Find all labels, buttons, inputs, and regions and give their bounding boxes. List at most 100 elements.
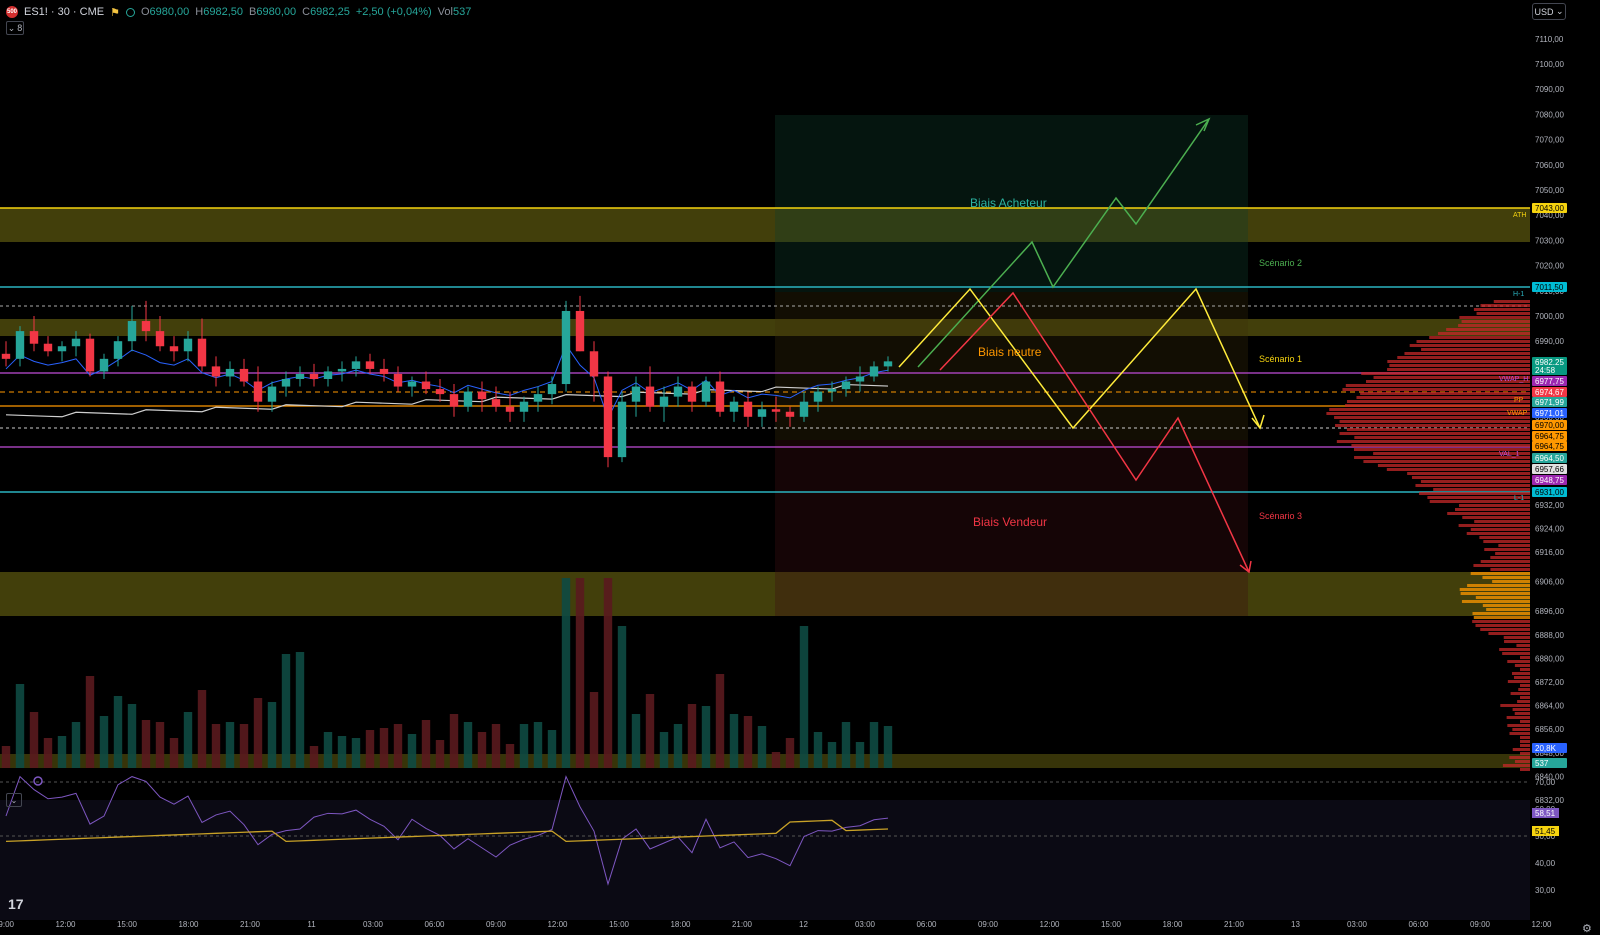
h1-label: H-1 xyxy=(1513,291,1524,298)
gear-icon[interactable]: ⚙ xyxy=(1582,922,1592,935)
candle-body xyxy=(730,402,738,412)
candle-body xyxy=(450,394,458,407)
price-axis-label: 6916,00 xyxy=(1535,548,1564,557)
time-axis-label: 06:00 xyxy=(1408,920,1429,929)
volume-bar xyxy=(842,722,850,768)
candle-body xyxy=(674,387,682,397)
bull-bias-label: Biais Acheteur xyxy=(970,196,1047,210)
price-axis-label: 6906,00 xyxy=(1535,578,1564,587)
candle-body xyxy=(744,402,752,417)
collapse-indicators-button[interactable]: ⌄ 8 xyxy=(6,21,24,35)
candle-body xyxy=(884,361,892,366)
currency-button[interactable]: USD ⌄ xyxy=(1532,3,1566,20)
volume-profile-bar xyxy=(1472,612,1530,615)
volume-profile-bar xyxy=(1492,580,1530,583)
symbol-title[interactable]: ES1! · 30 · CME xyxy=(24,6,104,18)
volume-profile-bar xyxy=(1513,708,1530,711)
volume-profile-bar xyxy=(1337,440,1530,443)
price-tag-label: 7011,50 xyxy=(1535,283,1564,292)
volume-profile-bar xyxy=(1483,604,1530,607)
volume-bar xyxy=(366,730,374,768)
volume-profile-bar xyxy=(1504,636,1530,639)
rsi-tag-label: 58,51 xyxy=(1535,809,1556,818)
tradingview-logo-icon[interactable]: 17 xyxy=(8,896,24,912)
candle-body xyxy=(534,394,542,402)
chevron-down-icon: ⌄ xyxy=(8,23,16,34)
candle-body xyxy=(492,399,500,407)
candle-body xyxy=(576,311,584,351)
volume-bar xyxy=(562,578,570,768)
rsi-collapse-button[interactable]: ⌄ xyxy=(6,793,22,807)
main-pane xyxy=(0,0,1530,800)
price-axis-label: 7020,00 xyxy=(1535,262,1564,271)
volume-profile-bar xyxy=(1471,572,1530,575)
candle-body xyxy=(212,366,220,376)
volume-profile-bar xyxy=(1507,660,1530,663)
value-zone xyxy=(0,319,1530,336)
volume-profile-bar xyxy=(1520,668,1530,671)
volume-bar xyxy=(296,652,304,768)
volume-bar xyxy=(268,702,276,768)
time-axis-label: 18:00 xyxy=(178,920,199,929)
volume-bar xyxy=(114,696,122,768)
volume-profile-bar xyxy=(1490,568,1530,571)
volume-profile-bar xyxy=(1517,700,1530,703)
price-axis-label: 7000,00 xyxy=(1535,312,1564,321)
candle-body xyxy=(716,382,724,412)
time-axis-label: 21:00 xyxy=(732,920,753,929)
price-axis-label: 7110,00 xyxy=(1535,35,1564,44)
price-axis-label: 7100,00 xyxy=(1535,60,1564,69)
flag-icon[interactable]: ⚑ xyxy=(110,6,120,19)
candle-body xyxy=(240,369,248,382)
volume-profile-bar xyxy=(1346,384,1530,387)
volume-profile-bar xyxy=(1361,372,1530,375)
price-tag-label: 6964,75 xyxy=(1535,432,1564,441)
price-tag-label: 6964,75 xyxy=(1535,442,1564,451)
price-axis-label: 6872,00 xyxy=(1535,678,1564,687)
candle-body xyxy=(226,369,234,377)
price-tag-label: 6974,67 xyxy=(1535,388,1564,397)
volume-profile-bar xyxy=(1474,616,1530,619)
volume-profile-bar xyxy=(1462,516,1530,519)
price-axis-label: 6896,00 xyxy=(1535,607,1564,616)
volume-profile-bar xyxy=(1397,356,1530,359)
volume-bar xyxy=(100,716,108,768)
candle-body xyxy=(44,344,52,352)
volume-profile-bar xyxy=(1459,504,1530,507)
price-axis-label: 7070,00 xyxy=(1535,136,1564,145)
candle-body xyxy=(184,339,192,352)
exchange-badge[interactable]: 500 xyxy=(6,6,18,18)
price-axis-label: 6932,00 xyxy=(1535,501,1564,510)
ath-label: ATH xyxy=(1513,212,1526,219)
price-axis-label: 6888,00 xyxy=(1535,631,1564,640)
val-label: VAL_1 xyxy=(1499,451,1520,458)
volume-profile-bar xyxy=(1480,628,1530,631)
volume-profile-bar xyxy=(1471,528,1530,531)
price-axis-label: 6990,00 xyxy=(1535,337,1564,346)
volume-profile-bar xyxy=(1503,764,1530,767)
volume-profile-bar xyxy=(1461,592,1530,595)
volume-profile-bar xyxy=(1421,480,1530,483)
candle-body xyxy=(100,359,108,372)
time-axis-label: 09:00 xyxy=(978,920,999,929)
candle-body xyxy=(30,331,38,344)
volume-bar xyxy=(688,704,696,768)
candle-body xyxy=(618,402,626,457)
volume-profile-bar xyxy=(1462,320,1530,323)
candle-body xyxy=(646,387,654,407)
price-tag-label: 6971,01 xyxy=(1535,409,1564,418)
ohlc-open: O6980,00 xyxy=(141,6,189,18)
volume-profile-bar xyxy=(1404,352,1530,355)
volume-bar xyxy=(856,742,864,768)
volume-profile-bar xyxy=(1476,596,1530,599)
candle-body xyxy=(772,409,780,412)
volume-profile-bar xyxy=(1345,404,1530,407)
scenario3-label: Scénario 3 xyxy=(1259,511,1302,521)
time-axis-label: 12:00 xyxy=(55,920,76,929)
candle-body xyxy=(16,331,24,359)
candle-body xyxy=(702,382,710,402)
volume-profile-bar xyxy=(1447,512,1530,515)
time-axis-label: 06:00 xyxy=(916,920,937,929)
candle-body xyxy=(632,387,640,402)
